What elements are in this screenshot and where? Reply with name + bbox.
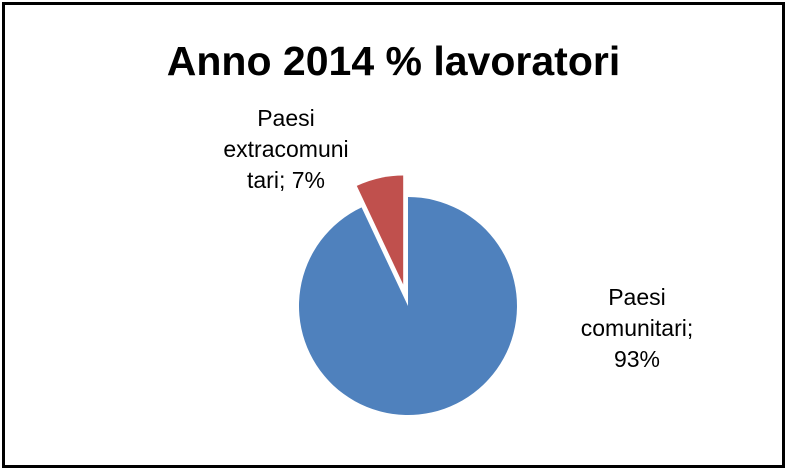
- slice-label-paesi-extracomunitari: Paesi extracomuni tari; 7%: [216, 103, 356, 196]
- pie-slice-paesi-extracomunitari: [356, 175, 404, 285]
- slice-label-line: Paesi: [257, 105, 315, 131]
- slice-label-line: tari; 7%: [247, 167, 325, 193]
- pie-slice-paesi-comunitari: [298, 197, 517, 415]
- slice-label-line: extracomuni: [223, 136, 349, 162]
- slice-label-line: Paesi: [608, 284, 666, 310]
- slice-label-paesi-comunitari: Paesi comunitari; 93%: [567, 282, 707, 375]
- slice-label-line: 93%: [613, 346, 661, 372]
- slice-label-line: comunitari;: [580, 315, 694, 341]
- chart-title: Anno 2014 % lavoratori: [166, 38, 621, 84]
